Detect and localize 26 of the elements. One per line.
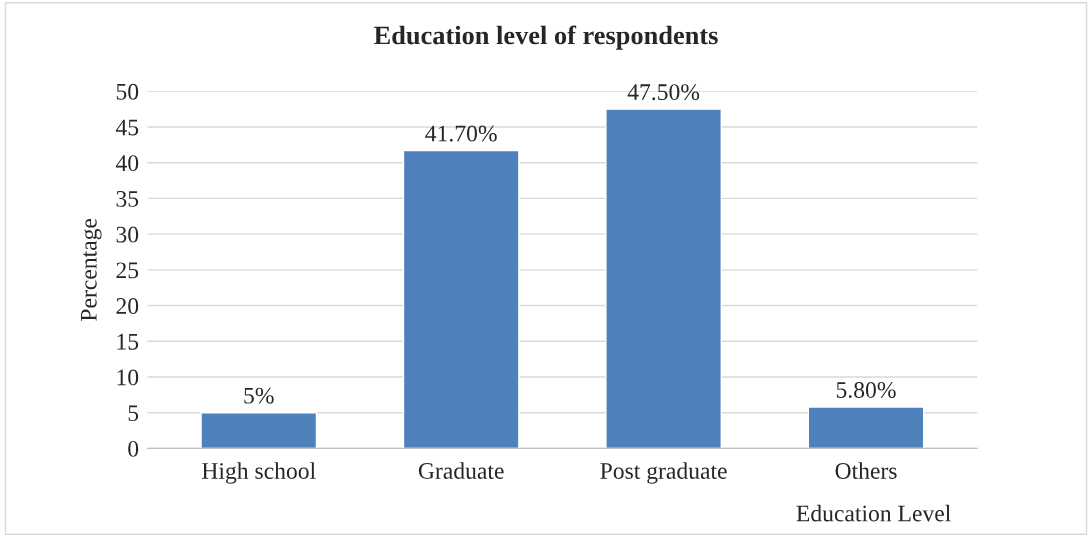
x-tick-label: Others <box>835 462 897 479</box>
x-tick-label: Post graduate <box>600 462 727 484</box>
data-label: 5.80% <box>836 381 896 398</box>
x-tick-label: Graduate <box>418 462 504 479</box>
data-label: 5% <box>244 387 274 404</box>
y-tick-label: 30 <box>116 226 139 243</box>
y-tick-label: 25 <box>116 262 139 279</box>
y-axis-title: Percentage <box>81 218 102 321</box>
y-tick-label: 45 <box>115 119 139 136</box>
chart-title: Education level of respondents <box>374 25 718 50</box>
bar <box>200 411 318 449</box>
y-tick-label: 5 <box>128 405 139 422</box>
y-tick-label: 15 <box>117 333 139 350</box>
x-axis-title: Education Level <box>796 504 951 522</box>
y-tick-label: 35 <box>116 190 139 207</box>
y-tick-label: 10 <box>117 369 139 386</box>
y-tick-label: 50 <box>116 83 139 100</box>
y-tick-label: 40 <box>115 155 139 172</box>
y-tick-label: 20 <box>116 298 139 314</box>
bar <box>605 108 722 449</box>
bar <box>807 406 925 449</box>
data-label: 47.50% <box>627 84 700 101</box>
y-tick-label: 0 <box>128 440 139 457</box>
x-tick-label: High school <box>202 462 316 484</box>
bar <box>402 149 520 449</box>
data-label: 41.70% <box>425 125 497 142</box>
